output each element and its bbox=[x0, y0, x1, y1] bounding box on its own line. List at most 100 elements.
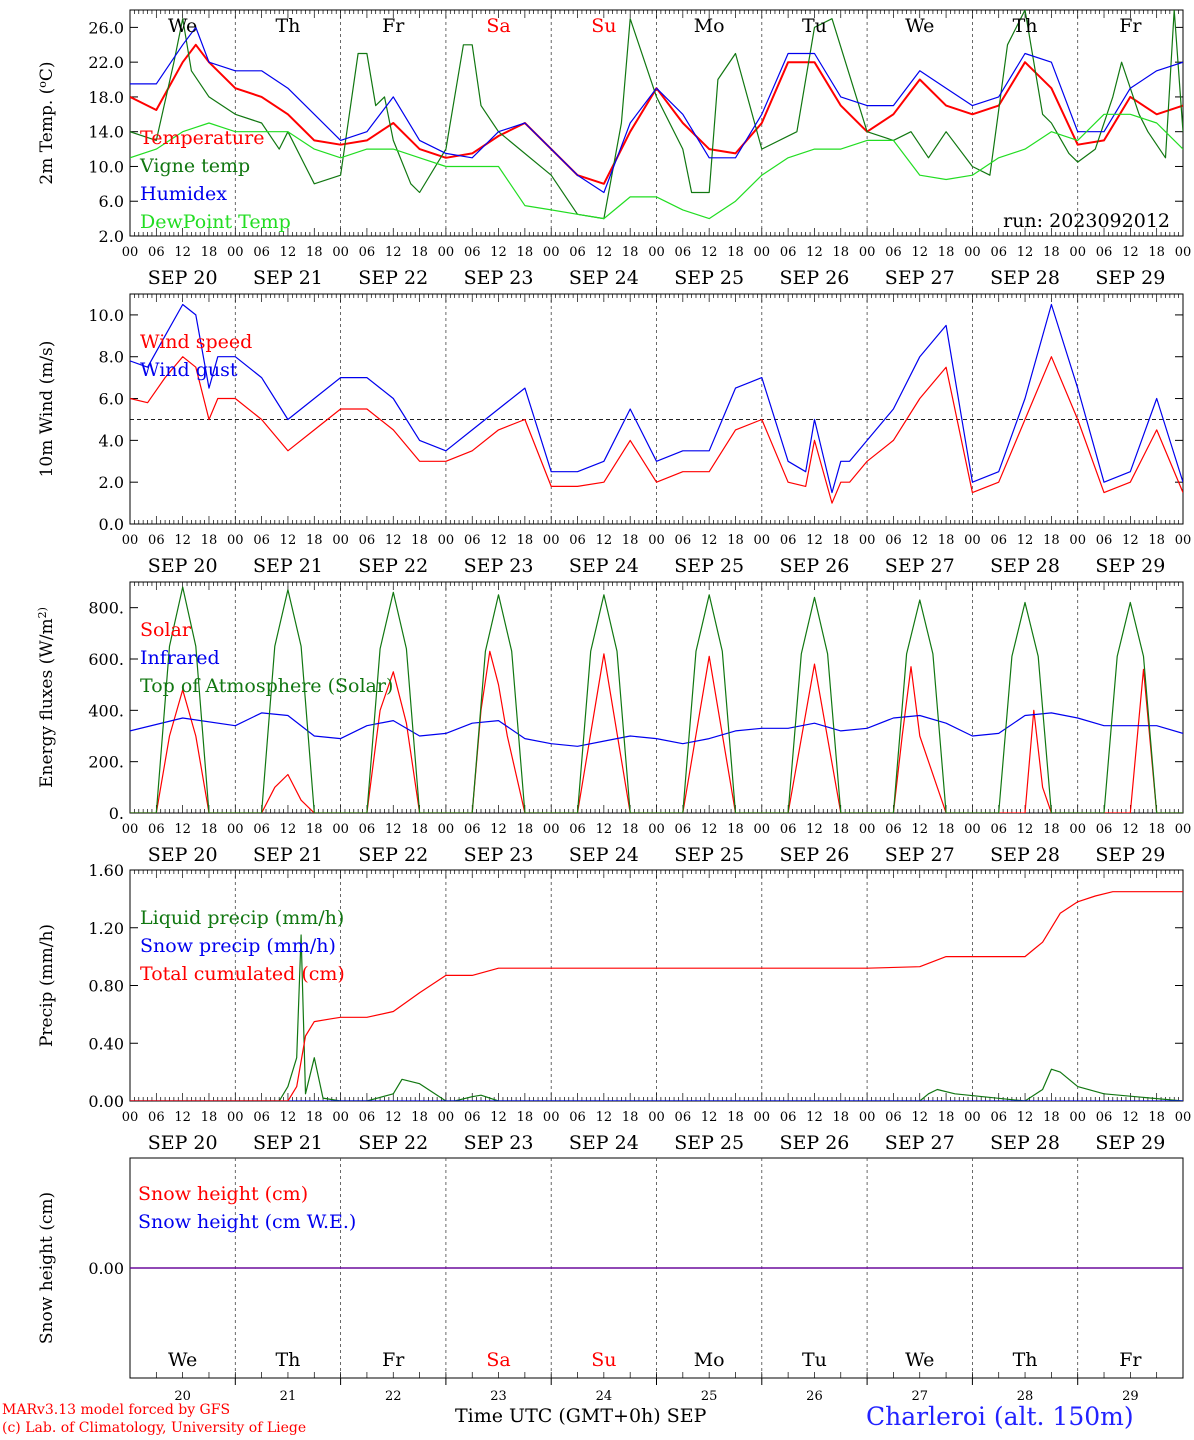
y-tick-label: 10.0 bbox=[88, 157, 124, 176]
hour-tick-label: 12 bbox=[174, 533, 191, 548]
hour-tick-label: 18 bbox=[1043, 533, 1060, 548]
hour-tick-label: 18 bbox=[201, 1110, 218, 1125]
x-axis-title-text: Time UTC (GMT+0h) bbox=[455, 1405, 661, 1427]
y-tick-label: 10.0 bbox=[88, 306, 124, 325]
date-label: SEP 28 bbox=[990, 1132, 1060, 1154]
hour-tick-label: 12 bbox=[911, 822, 928, 837]
hour-tick-label: 18 bbox=[517, 822, 534, 837]
date-label: SEP 28 bbox=[990, 844, 1060, 866]
date-label: SEP 25 bbox=[674, 1132, 744, 1154]
hour-tick-label: 12 bbox=[701, 245, 718, 260]
day-number-label: 23 bbox=[490, 1389, 507, 1404]
hour-tick-label: 06 bbox=[253, 1110, 270, 1125]
hour-tick-label: 00 bbox=[964, 822, 981, 837]
day-abbrev-label: We bbox=[905, 15, 934, 37]
y-tick-label: 0.0 bbox=[99, 515, 124, 534]
legend-entry: Snow height (cm W.E.) bbox=[138, 1211, 356, 1233]
hour-tick-label: 12 bbox=[280, 245, 297, 260]
hour-tick-label: 18 bbox=[306, 822, 323, 837]
day-number-label: 28 bbox=[1017, 1389, 1034, 1404]
hour-tick-label: 00 bbox=[227, 245, 244, 260]
hour-tick-label: 06 bbox=[1096, 533, 1113, 548]
hour-tick-label: 12 bbox=[701, 822, 718, 837]
hour-tick-label: 18 bbox=[411, 822, 428, 837]
credit-line-lab: (c) Lab. of Climatology, University of L… bbox=[2, 1420, 307, 1436]
hour-tick-label: 12 bbox=[596, 533, 613, 548]
legend-entry: Wind speed bbox=[140, 331, 252, 353]
hour-tick-label: 06 bbox=[253, 533, 270, 548]
legend-entry: Humidex bbox=[140, 183, 227, 205]
hour-tick-label: 18 bbox=[517, 533, 534, 548]
hour-tick-label: 06 bbox=[675, 822, 692, 837]
hour-tick-label: 00 bbox=[754, 245, 771, 260]
date-label: SEP 25 bbox=[674, 844, 744, 866]
hour-tick-label: 00 bbox=[543, 245, 560, 260]
hour-tick-label: 12 bbox=[174, 822, 191, 837]
chart-panel-4: 0.00 0.40 0.80 1.20 1.60 Precip (mm/h) 00 06 12 1… bbox=[37, 861, 1191, 1154]
hour-tick-label: 00 bbox=[332, 245, 349, 260]
hour-tick-label: 06 bbox=[885, 1110, 902, 1125]
hour-tick-label: 06 bbox=[990, 822, 1007, 837]
y-axis-label: 2m Temp. (oC) bbox=[36, 61, 57, 184]
hour-tick-label: 06 bbox=[569, 533, 586, 548]
hour-tick-label: 00 bbox=[648, 1110, 665, 1125]
hour-tick-label: 18 bbox=[517, 245, 534, 260]
date-label: SEP 24 bbox=[569, 844, 639, 866]
y-tick-label: 2.0 bbox=[99, 473, 124, 492]
chart-panel-5: 0.00 Snow height (cm) Snow height (cm) Snow… bbox=[37, 1157, 1184, 1379]
hour-tick-label: 12 bbox=[596, 822, 613, 837]
hour-tick-label: 06 bbox=[990, 1110, 1007, 1125]
hour-tick-label: 12 bbox=[385, 245, 402, 260]
station-label: Charleroi (alt. 150m) bbox=[866, 1402, 1134, 1431]
hour-tick-label: 12 bbox=[911, 533, 928, 548]
hour-tick-label: 06 bbox=[253, 245, 270, 260]
legend-entry: DewPoint Temp bbox=[140, 211, 291, 233]
y-tick-label: 400. bbox=[88, 701, 124, 720]
hour-tick-label: 18 bbox=[622, 533, 639, 548]
hour-tick-label: 06 bbox=[675, 1110, 692, 1125]
date-label: SEP 27 bbox=[885, 267, 955, 289]
hour-tick-label: 06 bbox=[675, 245, 692, 260]
model-credit: MARv3.13 model forced by GFS (c) Lab. of… bbox=[2, 1401, 306, 1437]
date-label: SEP 24 bbox=[569, 555, 639, 577]
hour-tick-label: 12 bbox=[280, 1110, 297, 1125]
hour-tick-label: 00 bbox=[332, 1110, 349, 1125]
hour-tick-label: 18 bbox=[306, 1110, 323, 1125]
hour-tick-label: 18 bbox=[201, 245, 218, 260]
hour-tick-label: 06 bbox=[1096, 822, 1113, 837]
date-label: SEP 22 bbox=[358, 267, 428, 289]
hour-tick-label: 12 bbox=[1122, 822, 1139, 837]
hour-tick-label: 18 bbox=[833, 533, 850, 548]
date-label: SEP 26 bbox=[780, 1132, 850, 1154]
legend-entry: Vigne temp bbox=[139, 155, 250, 177]
hour-tick-label: 00 bbox=[227, 822, 244, 837]
hour-tick-label: 06 bbox=[253, 822, 270, 837]
hour-tick-label: 00 bbox=[1069, 1110, 1086, 1125]
hour-tick-label: 18 bbox=[1148, 822, 1165, 837]
series-line-solar bbox=[130, 650, 1183, 813]
hour-tick-label: 06 bbox=[990, 245, 1007, 260]
hour-tick-label: 00 bbox=[859, 822, 876, 837]
date-label: SEP 23 bbox=[464, 844, 534, 866]
day-abbrev-label: Fr bbox=[382, 15, 405, 37]
date-label: SEP 22 bbox=[358, 555, 428, 577]
hour-tick-label: 06 bbox=[464, 1110, 481, 1125]
legend-entry: Snow height (cm) bbox=[138, 1183, 308, 1205]
day-abbrev-label: We bbox=[168, 1349, 197, 1371]
date-label: SEP 20 bbox=[148, 1132, 218, 1154]
hour-tick-label: 18 bbox=[938, 1110, 955, 1125]
hour-tick-label: 00 bbox=[543, 822, 560, 837]
hour-tick-label: 18 bbox=[411, 245, 428, 260]
series-line-wind-gust bbox=[130, 303, 1183, 494]
hour-tick-label: 00 bbox=[859, 1110, 876, 1125]
hour-tick-label: 06 bbox=[780, 245, 797, 260]
day-number-label: 29 bbox=[1122, 1389, 1139, 1404]
y-axis-label: Precip (mm/h) bbox=[37, 924, 57, 1047]
day-number-label: 20 bbox=[174, 1389, 191, 1404]
hour-tick-label: 06 bbox=[359, 822, 376, 837]
hour-tick-label: 18 bbox=[411, 1110, 428, 1125]
date-label: SEP 26 bbox=[780, 844, 850, 866]
hour-tick-label: 12 bbox=[174, 1110, 191, 1125]
day-abbrev-label: Sa bbox=[486, 15, 510, 37]
hour-tick-label: 00 bbox=[964, 245, 981, 260]
